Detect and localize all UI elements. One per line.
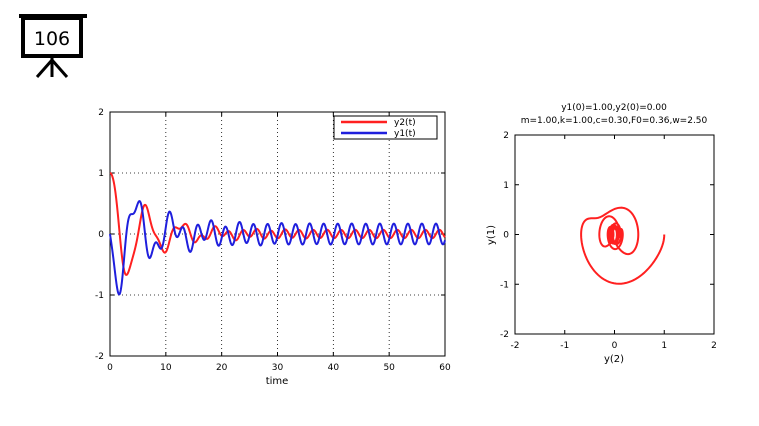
slide-number: 106 [34, 28, 70, 50]
x-tick-label-right: -2 [511, 341, 520, 351]
x-axis-label-right: y(2) [604, 354, 624, 365]
tick-labels-right: -2 -1 0 1 2 -2 -1 0 1 2 [500, 131, 717, 351]
y-tick-label-left: 2 [98, 108, 104, 118]
x-tick-label-left: 60 [439, 363, 451, 373]
y-tick-label-left: -1 [95, 291, 104, 301]
x-axis-label-left: time [266, 376, 289, 387]
presentation-board-icon [19, 14, 87, 78]
y-tick-label-left: 0 [98, 230, 104, 240]
x-tick-label-left: 40 [328, 363, 340, 373]
x-tick-label-right: 0 [612, 341, 618, 351]
y-tick-label-left: -2 [95, 352, 104, 362]
y-tick-label-right: -1 [500, 280, 509, 290]
legend: y2(t) y1(t) [333, 115, 438, 140]
x-tick-label-left: 20 [216, 363, 228, 373]
time-series-chart: 0 10 20 30 40 50 60 -2 -1 0 1 2 time y2(t) y1(t) [95, 108, 451, 387]
phase-portrait-chart: y1(0)=1.00,y2(0)=0.00 m=1.00,k=1.00,c=0.… [486, 103, 717, 365]
tick-marks-right [514, 134, 715, 335]
y-tick-label-right: 1 [503, 181, 509, 191]
y-tick-label-left: 1 [98, 169, 104, 179]
x-tick-label-left: 50 [383, 363, 395, 373]
x-tick-label-right: 2 [711, 341, 717, 351]
x-tick-label-left: 10 [160, 363, 172, 373]
tick-labels-left: 0 10 20 30 40 50 60 -2 -1 0 1 2 [95, 108, 451, 373]
phase-trajectory-line [580, 206, 666, 285]
series-line-y1 [109, 200, 446, 296]
tick-marks-left [109, 111, 446, 357]
y-tick-label-right: 0 [503, 231, 509, 241]
grid-lines-left [110, 112, 445, 356]
x-tick-label-right: -1 [560, 341, 569, 351]
legend-label-y2: y2(t) [394, 118, 416, 128]
y-tick-label-right: -2 [500, 330, 509, 340]
y-axis-label-right: y(1) [486, 225, 497, 245]
x-tick-label-left: 0 [107, 363, 113, 373]
chart-title-line2: m=1.00,k=1.00,c=0.30,F0=0.36,w=2.50 [521, 116, 708, 126]
x-tick-label-left: 30 [272, 363, 284, 373]
chart-title-line1: y1(0)=1.00,y2(0)=0.00 [561, 103, 667, 113]
plot-area-right [514, 134, 715, 335]
x-tick-label-right: 1 [661, 341, 667, 351]
y-tick-label-right: 2 [503, 131, 509, 141]
legend-label-y1: y1(t) [394, 129, 416, 139]
